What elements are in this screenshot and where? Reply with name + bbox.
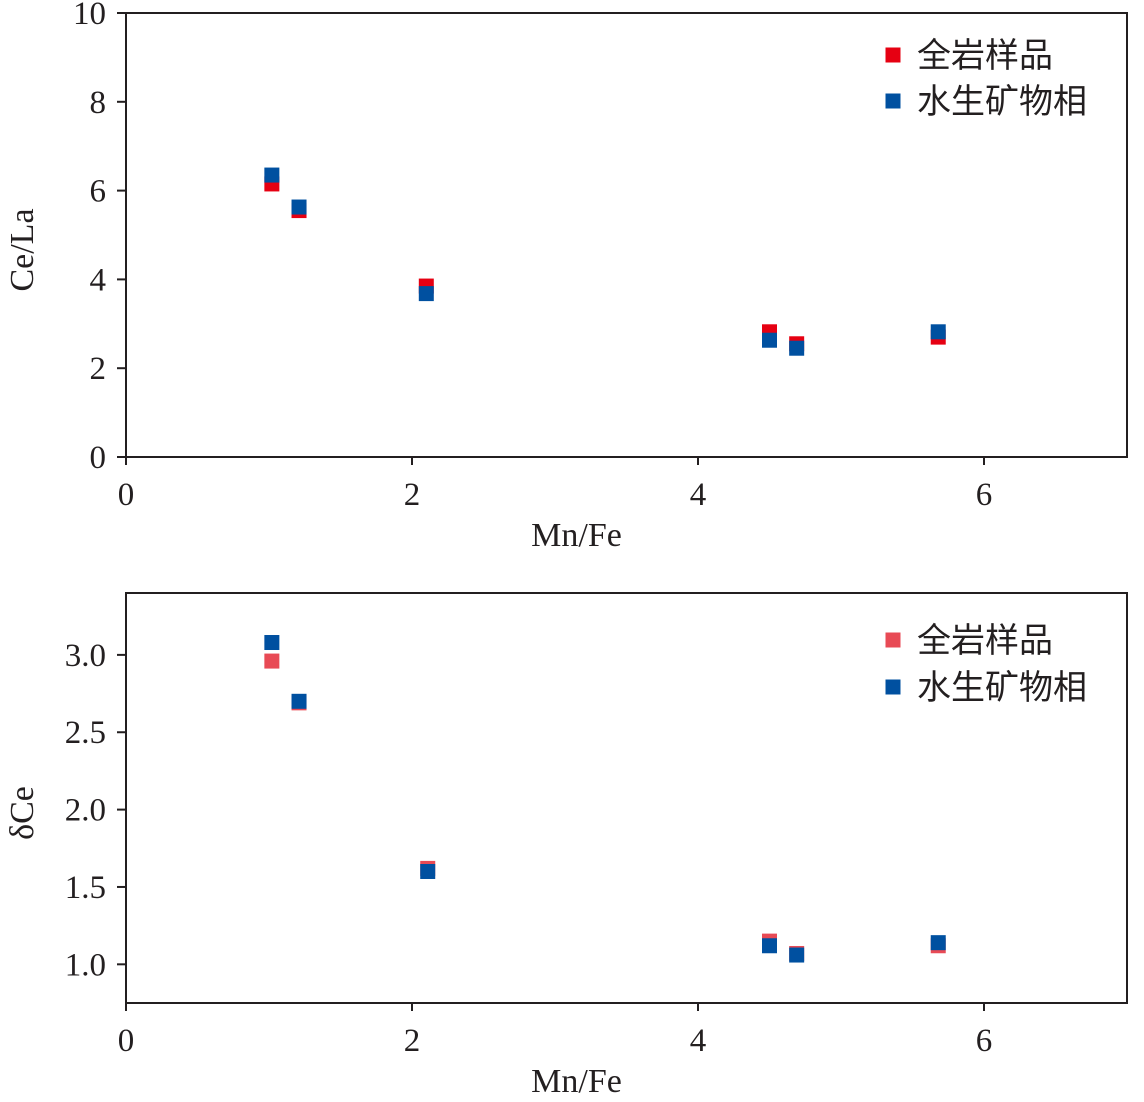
data-point-hydrogenous-phase (418, 286, 434, 302)
data-point-whole-rock (264, 653, 280, 669)
x-tick-label: 4 (690, 1023, 707, 1059)
legend-label: 全岩样品 (917, 621, 1053, 661)
x-tick-label: 2 (404, 477, 421, 513)
x-axis-label: Mn/Fe (531, 517, 622, 554)
y-tick-label: 2.5 (65, 715, 106, 751)
data-point-hydrogenous-phase (264, 167, 280, 183)
legend-marker (885, 93, 901, 109)
legend-marker (885, 47, 901, 63)
y-tick-label: 8 (90, 85, 107, 121)
y-tick-label: 0 (90, 440, 107, 476)
x-axis-label: Mn/Fe (531, 1063, 622, 1100)
plot-frame (125, 592, 1128, 1004)
data-point-hydrogenous-phase (264, 635, 280, 651)
legend-label: 水生矿物相 (917, 668, 1087, 708)
data-point-hydrogenous-phase (762, 938, 777, 954)
x-tick-label: 0 (118, 1023, 135, 1059)
data-point-hydrogenous-phase (420, 863, 436, 879)
data-point-hydrogenous-phase (789, 340, 805, 356)
y-tick-label: 1.0 (65, 947, 106, 983)
y-tick-label: 3.0 (65, 638, 106, 674)
data-point-hydrogenous-phase (930, 324, 946, 340)
x-tick-label: 6 (976, 1023, 993, 1059)
x-tick-label: 6 (976, 477, 993, 513)
legend-marker (885, 632, 901, 648)
y-tick-label: 10 (73, 0, 106, 32)
y-axis-label: δCe (4, 786, 41, 840)
legend-label: 水生矿物相 (917, 82, 1087, 122)
data-point-hydrogenous-phase (291, 693, 307, 709)
x-tick-label: 4 (690, 477, 707, 513)
y-tick-label: 4 (90, 262, 107, 298)
data-point-hydrogenous-phase (789, 947, 805, 963)
x-tick-label: 2 (404, 1023, 421, 1059)
y-tick-label: 2 (90, 351, 107, 387)
plot-frame (125, 12, 1128, 458)
data-point-hydrogenous-phase (930, 935, 946, 951)
legend-label: 全岩样品 (917, 36, 1053, 76)
x-tick-label: 0 (118, 477, 135, 513)
legend-marker (885, 679, 901, 695)
data-point-hydrogenous-phase (762, 332, 777, 348)
y-tick-label: 6 (90, 174, 107, 210)
y-axis-label: Ce/La (4, 208, 41, 291)
y-tick-label: 2.0 (65, 793, 106, 829)
y-tick-label: 1.5 (65, 870, 106, 906)
data-point-hydrogenous-phase (291, 199, 307, 215)
